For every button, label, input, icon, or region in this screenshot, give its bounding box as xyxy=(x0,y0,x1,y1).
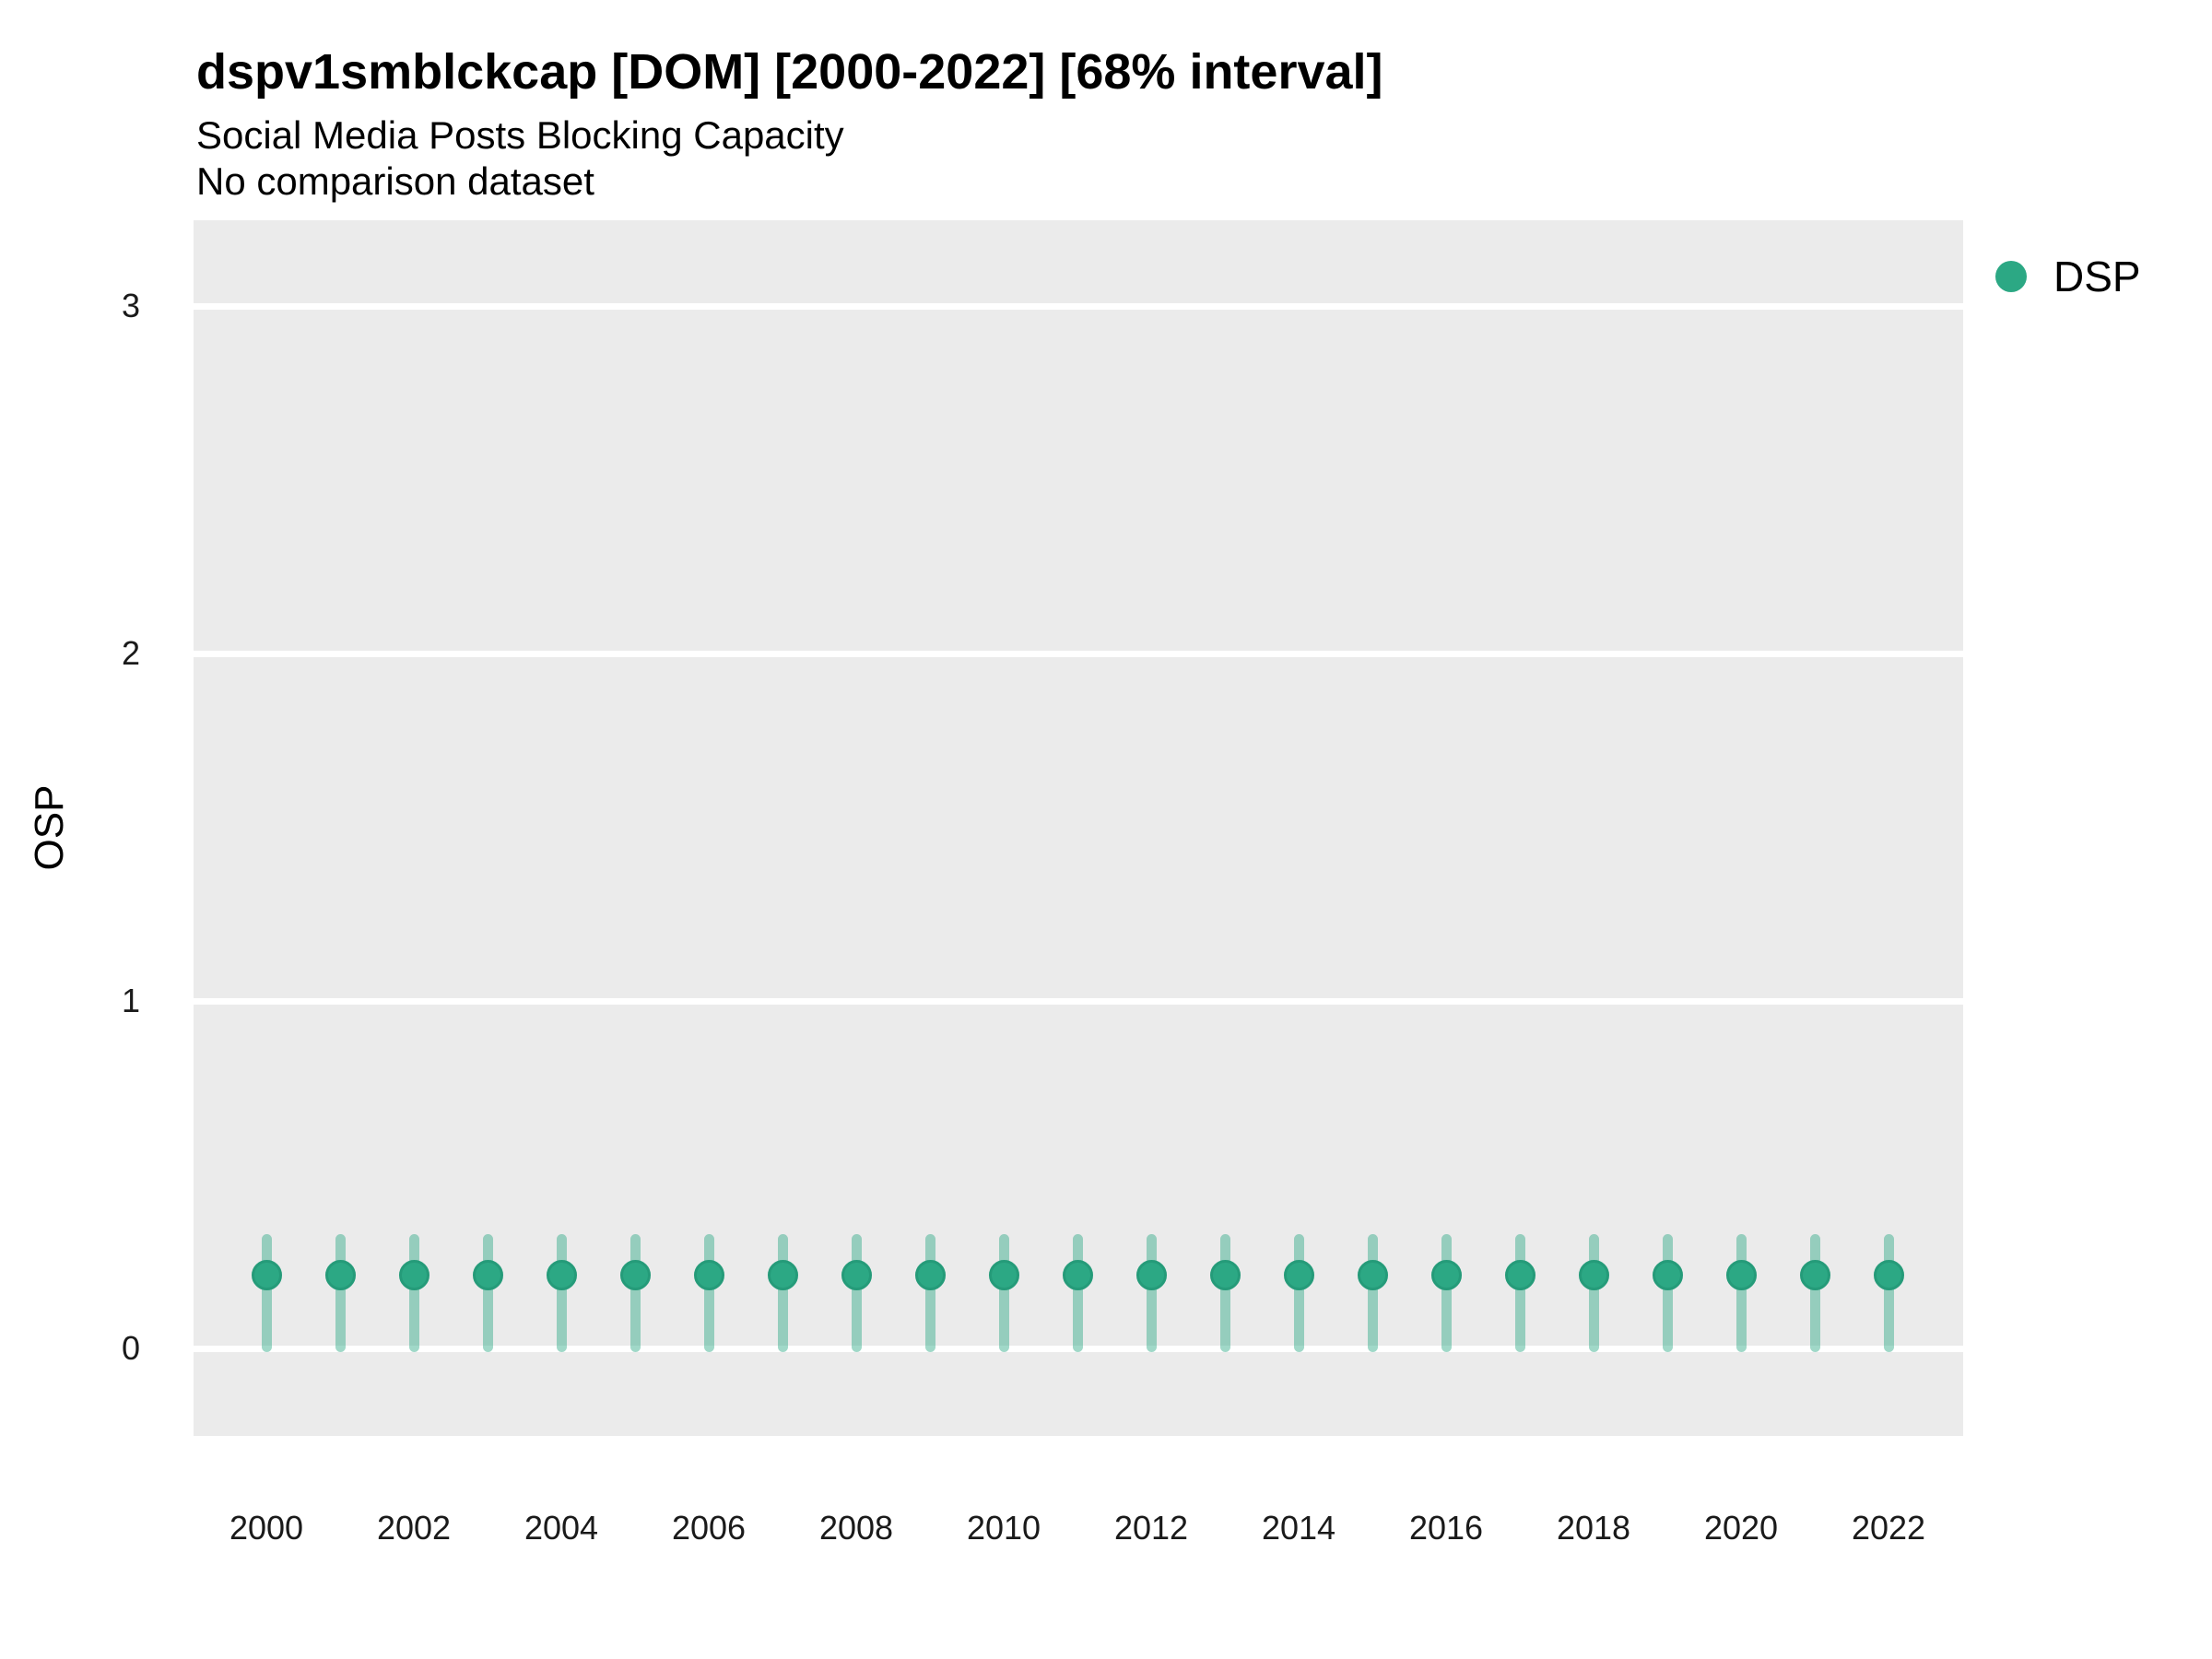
y-axis-title: OSP xyxy=(27,784,72,871)
data-point-2012 xyxy=(1135,1260,1167,1291)
x-tick-label-2012: 2012 xyxy=(1113,1509,1189,1547)
y-tick-label-1: 1 xyxy=(121,982,140,1019)
data-point-2022 xyxy=(1873,1260,1904,1291)
interval-bar-2022 xyxy=(1883,1233,1894,1352)
data-point-2006 xyxy=(693,1260,724,1291)
y-tick-label-2: 2 xyxy=(121,634,140,672)
data-point-2019 xyxy=(1652,1260,1683,1291)
data-point-2016 xyxy=(1430,1260,1462,1291)
gridline-y-2 xyxy=(194,650,1963,657)
x-tick-label-2016: 2016 xyxy=(1408,1509,1484,1547)
data-point-2004 xyxy=(546,1260,577,1291)
x-tick-label-2022: 2022 xyxy=(1851,1509,1926,1547)
interval-bar-2012 xyxy=(1146,1233,1157,1352)
x-tick-label-2002: 2002 xyxy=(376,1509,452,1547)
interval-bar-2003 xyxy=(482,1233,493,1352)
data-point-2018 xyxy=(1578,1260,1609,1291)
interval-bar-2002 xyxy=(408,1233,419,1352)
interval-bar-2008 xyxy=(851,1233,862,1352)
x-tick-label-2014: 2014 xyxy=(1261,1509,1336,1547)
interval-bar-2018 xyxy=(1588,1233,1599,1352)
data-point-2007 xyxy=(767,1260,798,1291)
interval-bar-2014 xyxy=(1293,1233,1304,1352)
data-point-2001 xyxy=(324,1260,356,1291)
gridline-y-3 xyxy=(194,302,1963,310)
gridline-y-0 xyxy=(194,1345,1963,1352)
y-tick-label-0: 0 xyxy=(121,1329,140,1367)
data-point-2002 xyxy=(398,1260,429,1291)
interval-bar-2011 xyxy=(1072,1233,1083,1352)
data-point-2020 xyxy=(1725,1260,1757,1291)
plot-subtitle: Social Media Posts Blocking Capacity xyxy=(196,113,844,157)
interval-bar-2021 xyxy=(1809,1233,1820,1352)
x-tick-label-2020: 2020 xyxy=(1703,1509,1779,1547)
data-point-2003 xyxy=(472,1260,503,1291)
interval-bar-2006 xyxy=(703,1233,714,1352)
data-point-2010 xyxy=(988,1260,1019,1291)
data-point-2015 xyxy=(1357,1260,1388,1291)
plot-title: dspv1smblckcap [DOM] [2000-2022] [68% in… xyxy=(196,44,1383,100)
x-tick-label-2010: 2010 xyxy=(966,1509,1041,1547)
gridline-y-1 xyxy=(194,997,1963,1005)
interval-bar-2016 xyxy=(1441,1233,1452,1352)
data-point-2021 xyxy=(1799,1260,1830,1291)
data-point-2017 xyxy=(1504,1260,1535,1291)
data-point-2014 xyxy=(1283,1260,1314,1291)
interval-bar-2019 xyxy=(1662,1233,1673,1352)
interval-bar-2010 xyxy=(998,1233,1009,1352)
legend-label: DSP xyxy=(2053,253,2141,300)
x-tick-label-2000: 2000 xyxy=(229,1509,304,1547)
interval-bar-2009 xyxy=(924,1233,935,1352)
interval-bar-2017 xyxy=(1514,1233,1525,1352)
x-tick-label-2006: 2006 xyxy=(671,1509,747,1547)
interval-bar-2013 xyxy=(1219,1233,1230,1352)
interval-bar-2015 xyxy=(1367,1233,1378,1352)
data-point-2011 xyxy=(1062,1260,1093,1291)
interval-bar-2020 xyxy=(1735,1233,1747,1352)
interval-bar-2001 xyxy=(335,1233,346,1352)
interval-bar-2004 xyxy=(556,1233,567,1352)
legend: DSP xyxy=(1995,253,2141,300)
interval-bar-2000 xyxy=(261,1233,272,1352)
x-tick-label-2008: 2008 xyxy=(818,1509,894,1547)
plot-annotation: No comparison dataset xyxy=(196,159,594,203)
interval-bar-2005 xyxy=(629,1233,641,1352)
y-tick-label-3: 3 xyxy=(121,287,140,324)
data-point-2009 xyxy=(914,1260,946,1291)
x-tick-label-2018: 2018 xyxy=(1556,1509,1631,1547)
x-tick-label-2004: 2004 xyxy=(524,1509,599,1547)
data-point-2005 xyxy=(619,1260,651,1291)
data-point-2013 xyxy=(1209,1260,1241,1291)
data-point-2008 xyxy=(841,1260,872,1291)
legend-key-dot xyxy=(1995,261,2027,292)
data-point-2000 xyxy=(251,1260,282,1291)
interval-bar-2007 xyxy=(777,1233,788,1352)
plot-panel xyxy=(194,220,1963,1436)
